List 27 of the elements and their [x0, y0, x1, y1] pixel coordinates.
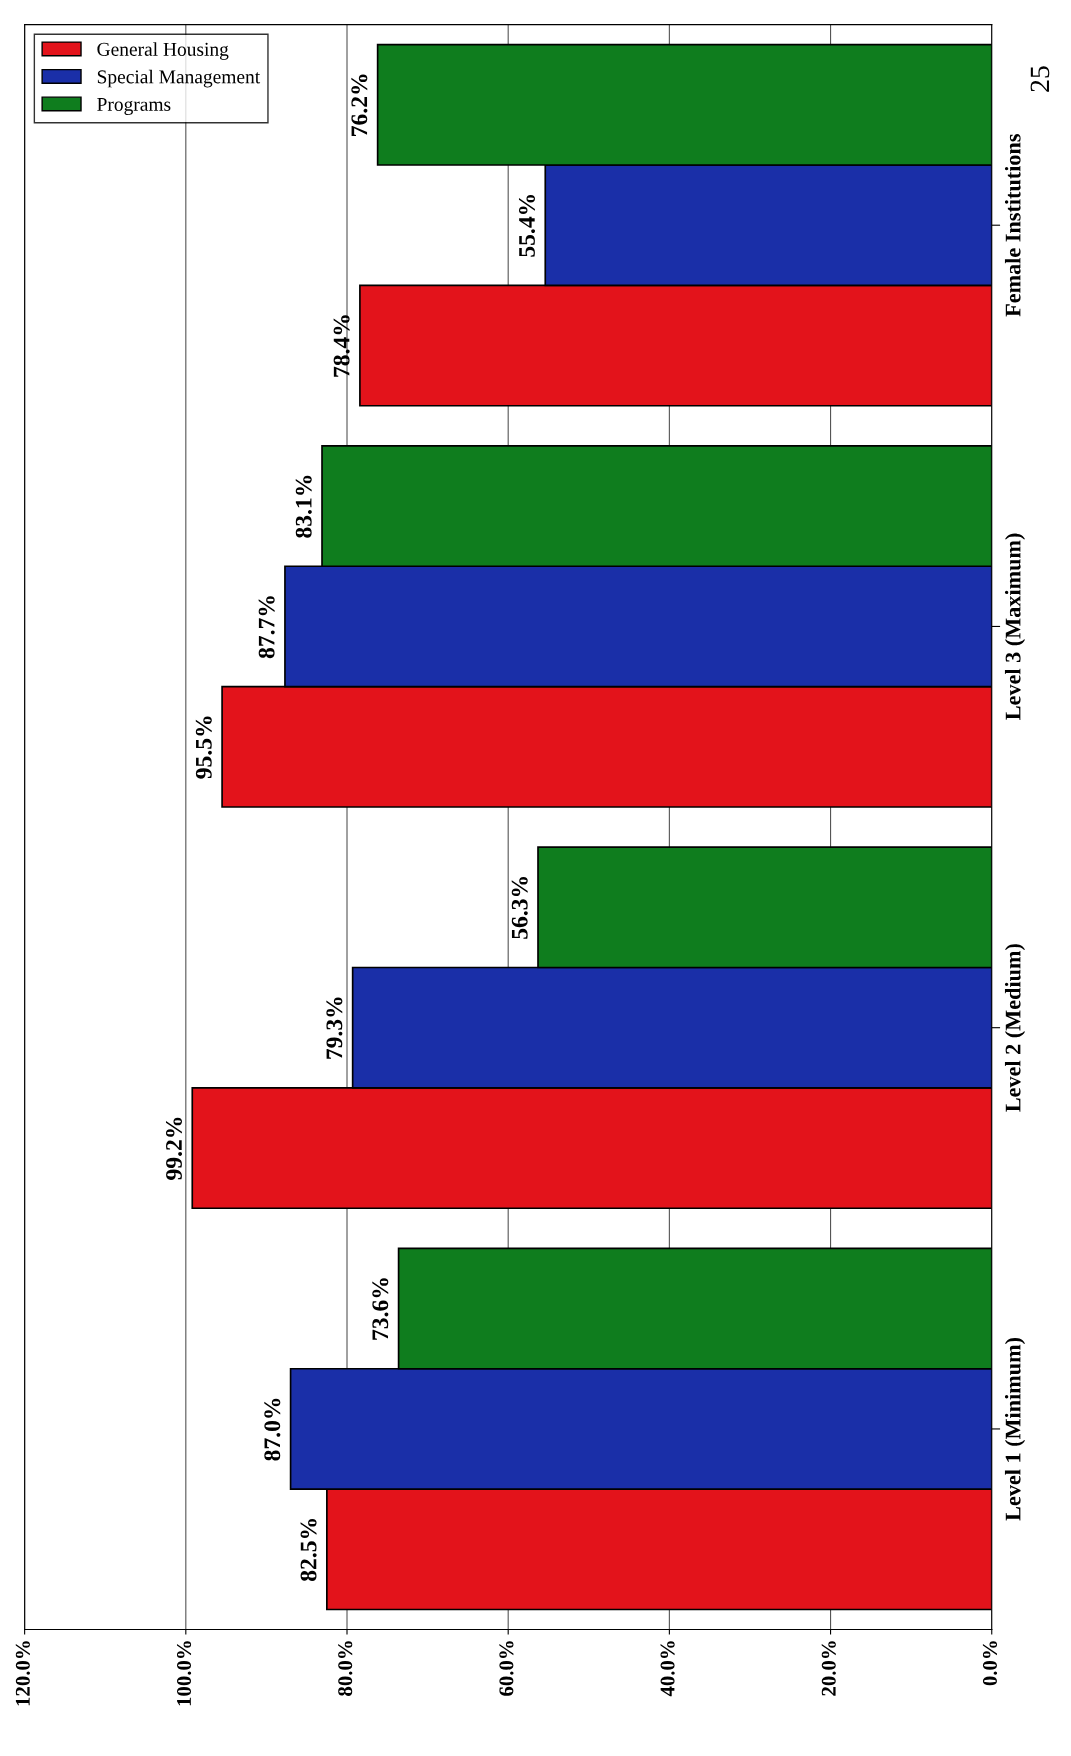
legend-label: General Housing [97, 42, 229, 60]
data-label: 87.7% [258, 596, 275, 659]
x-tick-label: 120.0% [15, 1641, 30, 1706]
data-label: 73.6% [372, 1278, 389, 1340]
x-tick-label: 20.0% [821, 1641, 836, 1696]
data-label: 56.3% [511, 877, 528, 939]
y-tick-label: Level 3 (Maximum) [1004, 533, 1026, 720]
data-label: 99.2% [165, 1117, 183, 1180]
data-label: 82.5% [300, 1519, 317, 1581]
data-label: 95.5% [195, 716, 212, 779]
x-tick-label: 60.0% [499, 1641, 514, 1696]
data-label: 76.2% [351, 74, 368, 136]
data-label: 83.1% [295, 475, 312, 538]
text: 25 [1030, 66, 1050, 92]
y-tick-label: Level 2 (Medium) [1004, 944, 1026, 1112]
x-tick-label: 100.0% [176, 1641, 192, 1706]
data-label: 79.3% [326, 997, 343, 1059]
data-label: 78.4% [333, 315, 350, 377]
x-tick-label: 40.0% [660, 1641, 675, 1697]
legend-label: Programs [97, 98, 171, 115]
legend-label: Special Management [97, 69, 261, 88]
y-tick-label: Level 1 (Minimum) [1004, 1337, 1026, 1521]
x-tick-label: 80.0% [338, 1641, 353, 1696]
data-label: 87.0% [264, 1398, 281, 1461]
y-tick-label: Female Institutions [1004, 134, 1021, 317]
data-label: 55.4% [518, 194, 536, 257]
x-tick-label: 0.0% [982, 1641, 998, 1686]
